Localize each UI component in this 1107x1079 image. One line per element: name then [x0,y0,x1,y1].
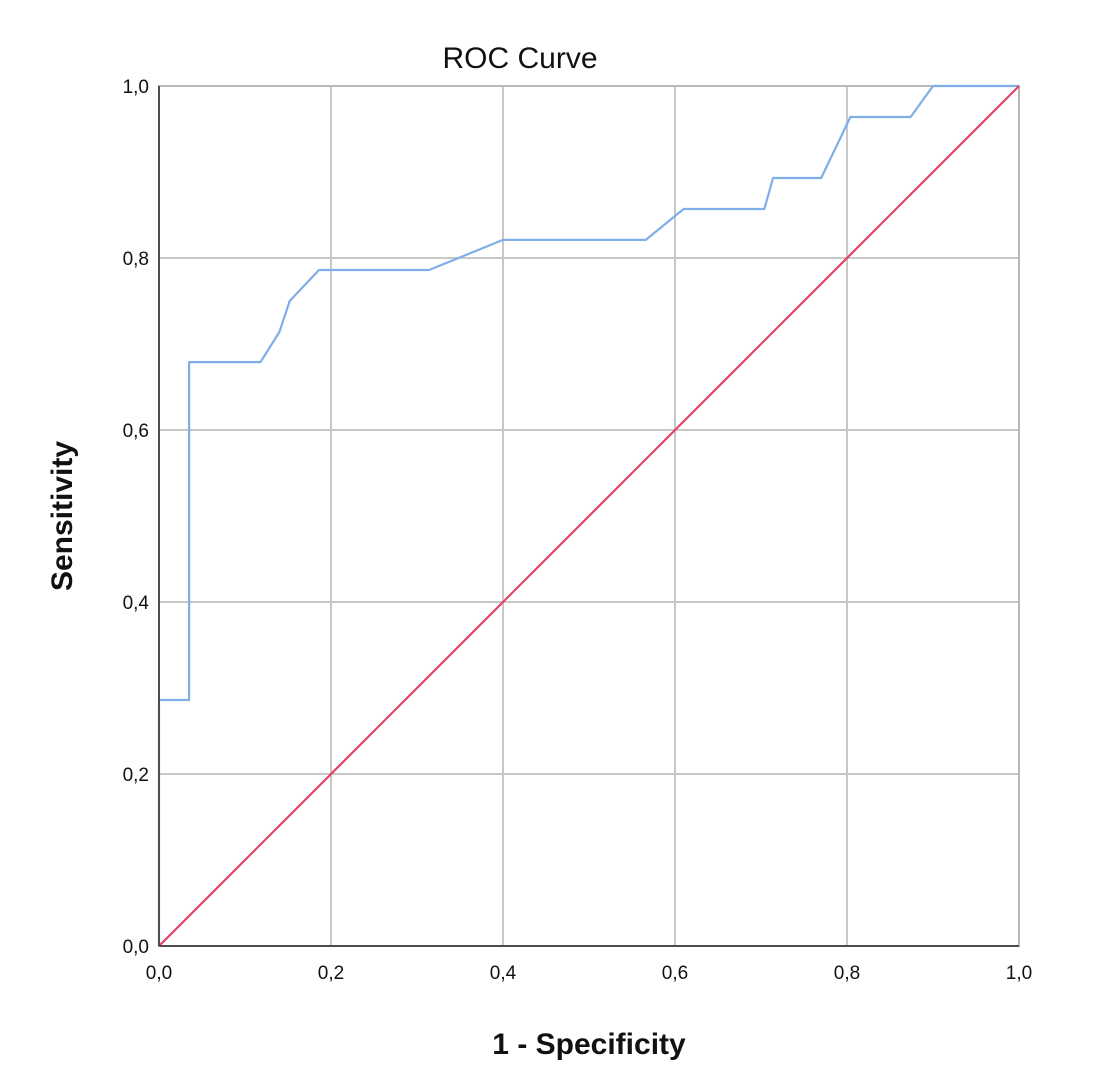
y-tick-label: 0,4 [123,593,150,614]
x-tick-label: 0,0 [146,963,172,984]
y-tick-labels: 0,0 0,2 0,4 0,6 0,8 1,0 [123,77,150,958]
y-tick-label: 0,2 [123,765,149,786]
grid [159,86,1019,946]
y-tick-label: 0,0 [123,937,149,958]
x-tick-label: 0,2 [318,963,344,984]
chart-title: ROC Curve [442,42,597,75]
y-tick-label: 0,8 [123,249,149,270]
x-tick-label: 0,4 [490,963,517,984]
y-tick-label: 1,0 [123,77,149,98]
y-tick-label: 0,6 [123,421,149,442]
x-tick-labels: 0,0 0,2 0,4 0,6 0,8 1,0 [146,963,1032,984]
y-axis-label: Sensitivity [46,441,79,591]
x-tick-label: 0,6 [662,963,688,984]
reference-diagonal-line [158,85,1020,947]
x-axis-label: 1 - Specificity [492,1028,686,1061]
series-layer [157,84,1020,947]
x-tick-label: 1,0 [1006,963,1032,984]
x-tick-label: 0,8 [834,963,860,984]
roc-curve-line [157,84,1019,946]
